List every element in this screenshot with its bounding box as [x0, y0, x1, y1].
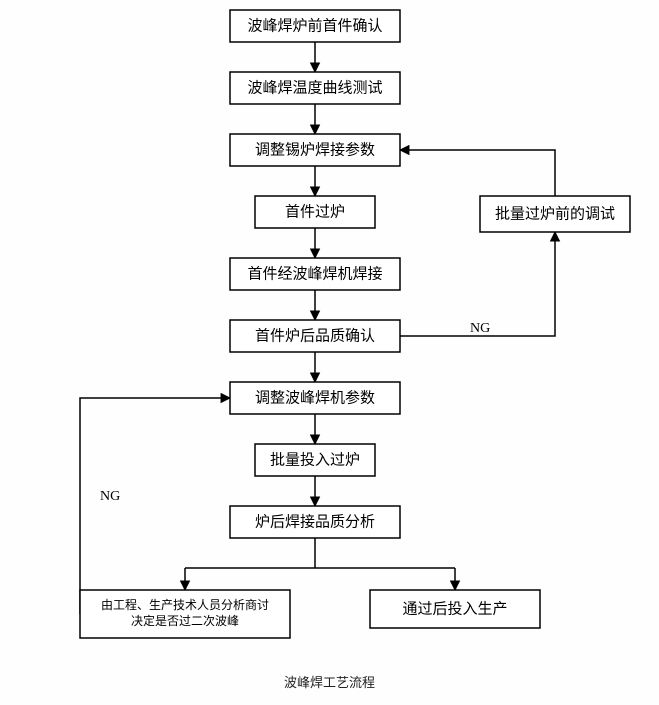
flow-node: 炉后焊接品质分析 [230, 506, 400, 538]
ng-label-1: NG [470, 321, 490, 336]
flow-node: 首件过炉 [255, 196, 375, 228]
flow-node: 通过后投入生产 [370, 590, 540, 628]
node-label: 炉后焊接品质分析 [255, 513, 375, 530]
node-label: 首件过炉 [285, 203, 345, 220]
flow-node: 首件经波峰焊机焊接 [230, 258, 400, 290]
flow-node: 调整锡炉焊接参数 [230, 134, 400, 166]
flow-node: 波峰焊炉前首件确认 [230, 10, 400, 42]
flow-node: 波峰焊温度曲线测试 [230, 72, 400, 104]
node-label: 调整锡炉焊接参数 [255, 141, 375, 158]
node-label: 决定是否过二次波峰 [131, 613, 239, 628]
nodes: 波峰焊炉前首件确认波峰焊温度曲线测试调整锡炉焊接参数首件过炉首件经波峰焊机焊接首… [80, 10, 630, 638]
node-label: 通过后投入生产 [402, 600, 507, 617]
flow-node: 批量过炉前的调试 [480, 196, 630, 232]
flow-node: 批量投入过炉 [255, 444, 375, 476]
ng-label-2: NG [100, 489, 120, 504]
feedback-ng-2 [80, 398, 230, 614]
node-label: 首件经波峰焊机焊接 [247, 265, 382, 282]
flow-node: 调整波峰焊机参数 [230, 382, 400, 414]
node-label: 首件炉后品质确认 [255, 327, 375, 344]
diagram-caption: 波峰焊工艺流程 [284, 675, 375, 690]
node-label: 批量过炉前的调试 [495, 205, 615, 222]
flow-node: 由工程、生产技术人员分析商讨决定是否过二次波峰 [80, 590, 290, 638]
flow-node: 首件炉后品质确认 [230, 320, 400, 352]
feedback-ng-1b [400, 150, 555, 196]
node-label: 由工程、生产技术人员分析商讨 [101, 597, 269, 612]
node-label: 调整波峰焊机参数 [255, 389, 375, 406]
node-label: 波峰焊炉前首件确认 [247, 17, 382, 34]
node-label: 波峰焊温度曲线测试 [247, 79, 382, 96]
node-label: 批量投入过炉 [270, 451, 360, 468]
